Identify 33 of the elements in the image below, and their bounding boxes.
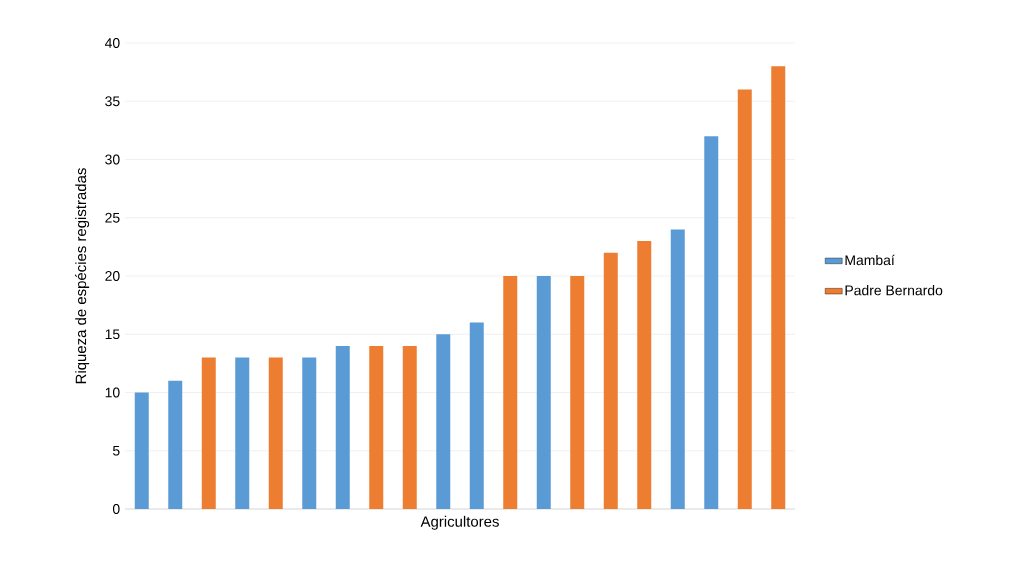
legend-label: Mambaí (845, 254, 895, 266)
bar (369, 345, 384, 509)
bar (134, 392, 149, 509)
legend-label: Padre Bernardo (845, 285, 943, 296)
bar (436, 334, 451, 509)
y-tick-label: 10 (105, 387, 120, 398)
y-tick-label: 30 (105, 154, 120, 165)
bar (402, 345, 417, 509)
bar (503, 276, 518, 509)
y-tick-label: 15 (105, 329, 120, 340)
bar (268, 357, 283, 509)
bar (704, 136, 719, 509)
y-tick-label: 20 (105, 271, 120, 281)
y-tick-label: 40 (104, 38, 120, 48)
bar (737, 89, 752, 509)
bar (536, 276, 551, 509)
bar (201, 357, 216, 509)
x-axis-title: Agricultores (420, 515, 499, 530)
bar (771, 66, 786, 509)
y-tick-label: 25 (105, 212, 120, 223)
bar (670, 229, 685, 509)
y-tick-label: 0 (112, 504, 120, 514)
bar (235, 357, 250, 509)
y-tick-label: 35 (105, 96, 120, 107)
bar (302, 357, 317, 509)
bar (335, 345, 350, 509)
bar (469, 322, 484, 509)
bar (168, 380, 183, 509)
y-tick-label: 5 (112, 445, 120, 456)
bar (637, 241, 652, 509)
bar (603, 252, 618, 509)
y-axis-title: Riqueza de espécies registradas (75, 168, 90, 384)
bar (570, 276, 585, 509)
